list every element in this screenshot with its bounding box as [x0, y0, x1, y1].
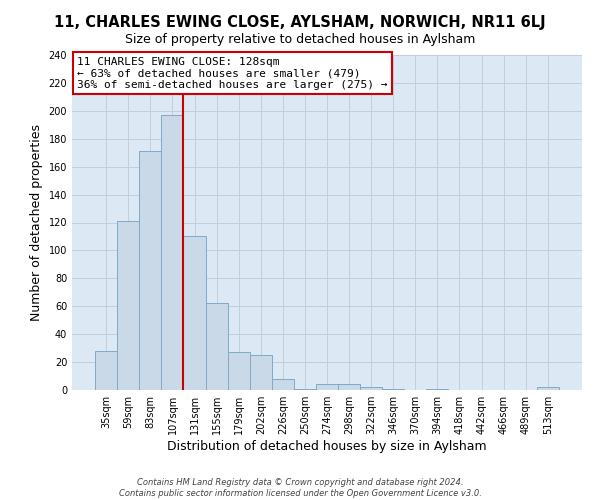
- Bar: [117, 221, 139, 390]
- Bar: [250, 355, 272, 390]
- X-axis label: Distribution of detached houses by size in Aylsham: Distribution of detached houses by size …: [167, 440, 487, 453]
- Bar: [360, 387, 382, 390]
- Text: 11 CHARLES EWING CLOSE: 128sqm
← 63% of detached houses are smaller (479)
36% of: 11 CHARLES EWING CLOSE: 128sqm ← 63% of …: [77, 56, 388, 90]
- Bar: [206, 304, 227, 390]
- Bar: [537, 387, 559, 390]
- Bar: [338, 384, 360, 390]
- Bar: [272, 379, 294, 390]
- Bar: [227, 352, 250, 390]
- Bar: [294, 388, 316, 390]
- Bar: [316, 384, 338, 390]
- Text: Contains HM Land Registry data © Crown copyright and database right 2024.
Contai: Contains HM Land Registry data © Crown c…: [119, 478, 481, 498]
- Bar: [427, 388, 448, 390]
- Y-axis label: Number of detached properties: Number of detached properties: [30, 124, 43, 321]
- Bar: [184, 236, 206, 390]
- Bar: [161, 115, 184, 390]
- Text: 11, CHARLES EWING CLOSE, AYLSHAM, NORWICH, NR11 6LJ: 11, CHARLES EWING CLOSE, AYLSHAM, NORWIC…: [54, 15, 546, 30]
- Bar: [382, 388, 404, 390]
- Bar: [95, 351, 117, 390]
- Bar: [139, 152, 161, 390]
- Text: Size of property relative to detached houses in Aylsham: Size of property relative to detached ho…: [125, 32, 475, 46]
